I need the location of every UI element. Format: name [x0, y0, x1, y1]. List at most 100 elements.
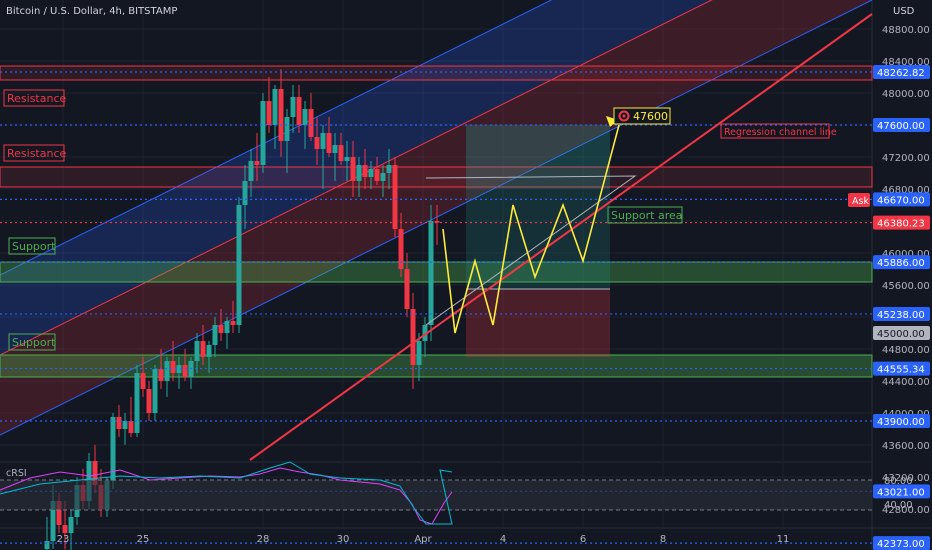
crsi-tick-80: 80.00: [884, 476, 913, 487]
candle-body: [278, 89, 284, 141]
chart-title: Bitcoin / U.S. Dollar, 4h, BITSTAMP: [6, 6, 177, 17]
candle-body: [284, 117, 290, 141]
time-tick: 28: [257, 534, 270, 545]
candle-body: [158, 369, 164, 381]
price-label: 46670.00: [877, 195, 925, 206]
candle-body: [320, 133, 326, 149]
price-tick: 43200.00: [882, 473, 930, 484]
position-entry-zone: [466, 189, 610, 289]
price-label-bg: [873, 484, 930, 499]
time-tick: 30: [337, 534, 350, 545]
price-tick: 46000.00: [882, 249, 930, 260]
crsi-tick-40: 40.00: [884, 500, 913, 511]
candle-body: [266, 101, 272, 125]
resistance-zone-top: [0, 65, 873, 81]
candle-body: [290, 97, 296, 117]
candle-body: [254, 161, 260, 165]
candle-body: [44, 541, 50, 549]
annotation-support-area-text: Support area: [611, 209, 683, 222]
price-label-bg: [873, 192, 930, 207]
candle-body: [326, 133, 332, 153]
price-label-bg: [873, 118, 930, 132]
annotation-resistance-1-text: Resistance: [7, 92, 67, 105]
projection-arrow: [606, 116, 618, 127]
candle-body: [128, 421, 134, 433]
price-tick: 48400.00: [882, 57, 930, 68]
target-label[interactable]: 47600: [613, 107, 671, 125]
price-tick: 46800.00: [882, 185, 930, 196]
candle-body: [176, 365, 182, 373]
price-label-bg: [873, 361, 930, 376]
candle-body: [398, 229, 404, 269]
target-icon-center: [622, 114, 626, 118]
candle-body: [56, 501, 62, 525]
candle-body: [182, 365, 188, 377]
annotation-support-area[interactable]: Support area: [607, 206, 683, 224]
price-tick: 44800.00: [882, 345, 930, 356]
candle-body: [224, 321, 230, 333]
price-axis-labels: 49432.3348262.8247600.0046670.0046380.23…: [873, 64, 930, 550]
price-label: 48262.82: [877, 68, 925, 79]
candle-body: [296, 97, 302, 125]
annotation-support-2-text: Support: [12, 336, 56, 349]
price-label-bg: [873, 536, 930, 550]
candle-body: [206, 345, 212, 357]
candle-body: [242, 181, 248, 205]
candle-body: [422, 325, 428, 341]
regression-upper-line: [0, 0, 553, 276]
candle-body: [92, 461, 98, 485]
candle-body: [200, 341, 206, 357]
candle-body: [146, 389, 152, 413]
price-label: 45238.00: [877, 310, 925, 321]
regression-channel-line: [249, 13, 873, 461]
candle-body: [248, 161, 254, 181]
time-tick: 11: [777, 534, 790, 545]
candle-body: [344, 157, 350, 161]
price-label: 45000.00: [877, 329, 925, 340]
annotation-resistance-2[interactable]: Resistance: [3, 144, 67, 162]
candle-body: [260, 101, 266, 165]
candle-body: [50, 501, 56, 541]
candle-body: [212, 325, 218, 345]
price-tick: 48000.00: [882, 89, 930, 100]
candle-body: [218, 325, 224, 333]
price-tick: 47200.00: [882, 153, 930, 164]
price-label-bg: [873, 215, 930, 230]
target-label-text: 47600: [633, 110, 668, 123]
candle-body: [362, 165, 368, 177]
candle-body: [134, 373, 140, 433]
price-label: 45886.00: [877, 258, 925, 269]
time-tick: 23: [57, 534, 70, 545]
price-label-bg: [873, 255, 930, 270]
candle-body: [386, 165, 392, 173]
crsi-title: cRSI: [6, 468, 27, 479]
candle-body: [308, 109, 314, 137]
time-tick: 8: [660, 534, 666, 545]
annotation-regression[interactable]: Regression channel line: [720, 123, 837, 139]
price-label: 46380.23: [877, 219, 925, 230]
price-tick: 44400.00: [882, 377, 930, 388]
candle-body: [428, 221, 434, 325]
candle-body: [68, 517, 74, 533]
time-tick: 6: [580, 534, 586, 545]
candle-body: [416, 341, 422, 365]
annotation-resistance-1[interactable]: Resistance: [3, 89, 67, 107]
candle-body: [152, 369, 158, 413]
time-tick: 4: [500, 534, 506, 545]
resistance-zone-mid: [0, 166, 873, 188]
candle-body: [194, 341, 200, 361]
support-zone-upper: [0, 261, 873, 283]
price-label-bg: [873, 414, 930, 428]
candle-body: [116, 417, 122, 429]
time-tick: 25: [137, 534, 150, 545]
support-triangle: [425, 175, 637, 326]
annotation-support-1[interactable]: Support: [8, 237, 56, 255]
projection-path: [442, 124, 620, 334]
time-axis-ticks: 23 25 28 30 Apr 4 6 8 11: [57, 534, 790, 545]
candle-body: [356, 165, 362, 181]
price-label: 47600.00: [877, 121, 925, 132]
currency-label: USD: [893, 6, 915, 17]
price-label: 43021.00: [877, 487, 925, 498]
annotation-support-2[interactable]: Support: [8, 333, 56, 351]
